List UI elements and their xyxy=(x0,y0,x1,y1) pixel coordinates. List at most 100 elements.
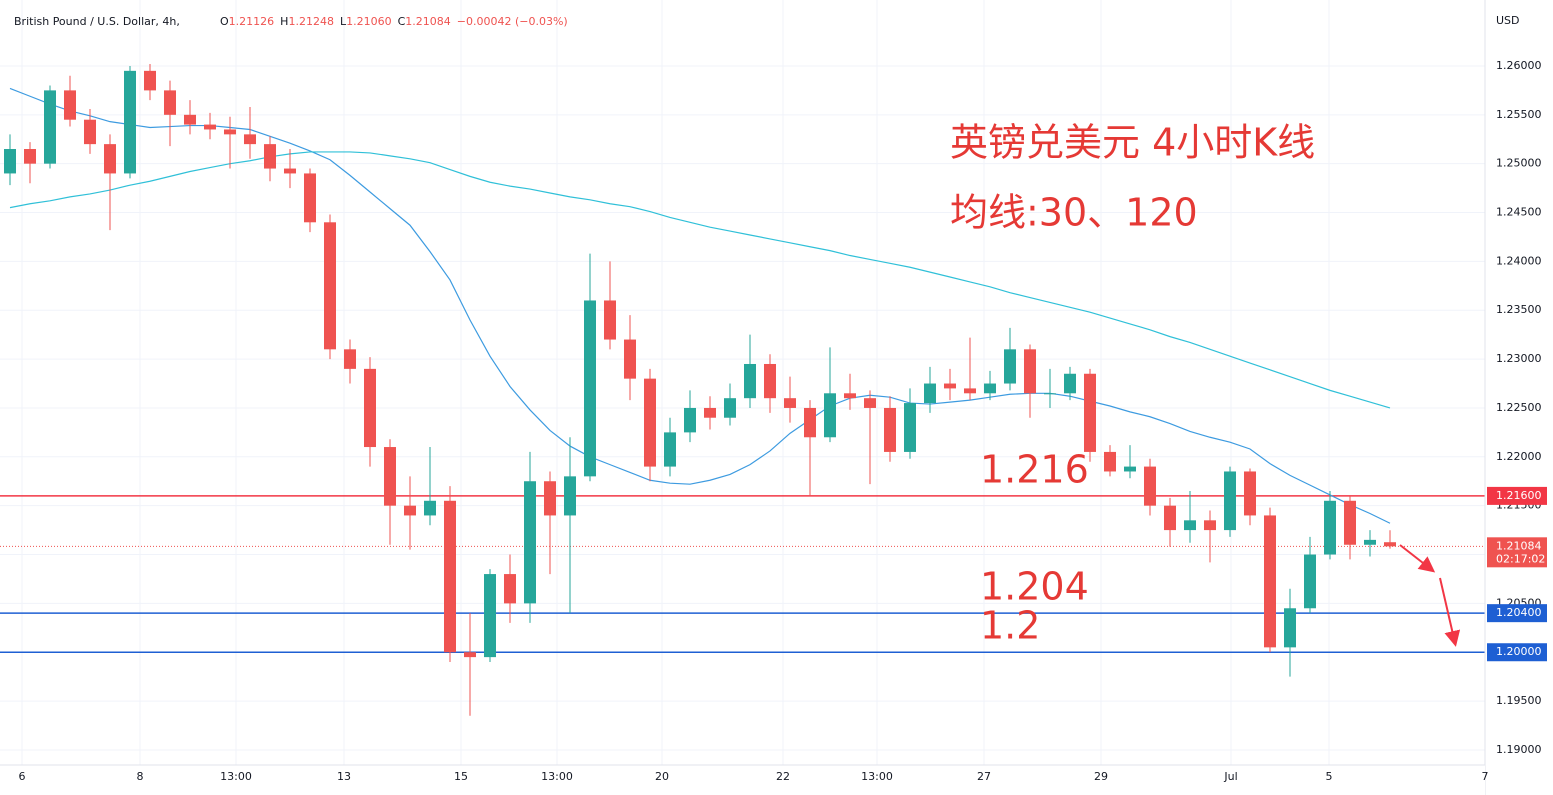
y-tick-label: 1.25500 xyxy=(1496,108,1542,121)
candle-body xyxy=(804,407,816,438)
candle-body xyxy=(1144,466,1156,506)
candle-body xyxy=(64,90,76,120)
candle-body xyxy=(624,339,636,379)
candle-body xyxy=(644,378,656,467)
candle-body xyxy=(564,476,576,516)
candle-body xyxy=(1064,373,1076,394)
readout-key: L xyxy=(340,15,347,28)
candle-body xyxy=(724,398,736,418)
level-annotation: 1.216 xyxy=(980,447,1089,491)
countdown: 02:17:02 xyxy=(1496,552,1545,565)
candle-body xyxy=(1204,520,1216,531)
readout-key: H xyxy=(280,15,288,28)
readout-key: C xyxy=(398,15,406,28)
y-tick-label: 1.26000 xyxy=(1496,59,1542,72)
y-tick-label: 1.23500 xyxy=(1496,303,1542,316)
candle-body xyxy=(224,129,236,135)
currency: USD xyxy=(1496,14,1520,27)
candle-body xyxy=(1284,608,1296,648)
candle-body xyxy=(504,574,516,604)
y-tick-label: 1.19000 xyxy=(1496,743,1542,756)
candle-body xyxy=(604,300,616,340)
price-axis xyxy=(1485,0,1553,795)
level-annotation: 1.2 xyxy=(980,604,1040,648)
candle-body xyxy=(944,383,956,389)
candle-body xyxy=(1264,515,1276,648)
x-tick-label: 5 xyxy=(1326,770,1333,783)
readout-value: 1.21060 xyxy=(346,15,392,28)
y-tick-label: 1.22000 xyxy=(1496,450,1542,463)
level-label-box xyxy=(1487,643,1547,662)
candle-body xyxy=(964,388,976,394)
candle-body xyxy=(984,383,996,394)
candle-body xyxy=(744,363,756,399)
candle-body xyxy=(904,403,916,452)
y-tick-label: 1.22500 xyxy=(1496,401,1542,414)
level-label-box xyxy=(1487,486,1547,505)
x-tick-label: 8 xyxy=(137,770,144,783)
candle-body xyxy=(1004,349,1016,384)
last-price-label: 1.21084 xyxy=(1496,539,1542,552)
candle-body xyxy=(1244,471,1256,516)
readout-value: 1.21126 xyxy=(229,15,275,28)
arrow xyxy=(1439,577,1461,647)
x-tick-label: 29 xyxy=(1094,770,1108,783)
candle-body xyxy=(1184,520,1196,531)
candle-body xyxy=(584,300,596,477)
moving-average xyxy=(9,151,1391,409)
candle-body xyxy=(924,383,936,404)
candle-body xyxy=(1344,500,1356,545)
level-label-box xyxy=(1487,604,1547,623)
last-price-box xyxy=(1487,537,1547,568)
candle-body xyxy=(424,500,436,516)
y-tick-label: 1.24500 xyxy=(1496,206,1542,219)
candle-body xyxy=(244,134,256,145)
candle-body xyxy=(704,407,716,418)
candle-body xyxy=(484,574,496,658)
candle-body xyxy=(764,363,776,399)
candle-body xyxy=(784,398,796,408)
x-tick-label: 13:00 xyxy=(541,770,573,783)
candle-body xyxy=(1364,539,1376,545)
candle-body xyxy=(324,222,336,350)
annotation: 均线:30、120 xyxy=(950,191,1198,235)
candle-body xyxy=(1104,451,1116,472)
candle-body xyxy=(4,149,16,174)
candle-body xyxy=(264,144,276,169)
y-tick-label: 1.23000 xyxy=(1496,352,1542,365)
readout-key: O xyxy=(220,15,229,28)
x-tick-label: 27 xyxy=(977,770,991,783)
readout-value: 1.21248 xyxy=(288,15,334,28)
y-tick-label: 1.24000 xyxy=(1496,254,1542,267)
candle-body xyxy=(444,500,456,653)
candle-body xyxy=(124,70,136,174)
moving-average xyxy=(9,87,1391,524)
candle-body xyxy=(204,124,216,130)
candle-body xyxy=(1224,471,1236,531)
candle-body xyxy=(864,398,876,408)
x-tick-label: 13:00 xyxy=(220,770,252,783)
candle-body xyxy=(844,393,856,399)
x-tick-label: 20 xyxy=(655,770,669,783)
x-tick-label: 22 xyxy=(776,770,790,783)
candle-body xyxy=(24,149,36,164)
y-tick-label: 1.25000 xyxy=(1496,157,1542,170)
candle-body xyxy=(104,144,116,174)
candle-body xyxy=(1024,349,1036,394)
candle-body xyxy=(404,505,416,516)
candle-body xyxy=(544,481,556,516)
ohlc-readout: O1.21126 H1.21248 L1.21060 C1.21084 −0.00042… xyxy=(220,15,568,28)
candle-body xyxy=(144,70,156,91)
candle-body xyxy=(1384,542,1396,547)
candle-body xyxy=(524,481,536,604)
candle-body xyxy=(84,119,96,145)
candle-body xyxy=(1324,500,1336,555)
annotation: 英镑兑美元 4小时K线 xyxy=(950,121,1315,165)
candle-body xyxy=(284,168,296,174)
symbol-title: British Pound / U.S. Dollar, 4h, xyxy=(14,15,180,28)
x-tick-label: 13:00 xyxy=(861,770,893,783)
candle-body xyxy=(364,368,376,448)
y-tick-label: 1.19500 xyxy=(1496,694,1542,707)
